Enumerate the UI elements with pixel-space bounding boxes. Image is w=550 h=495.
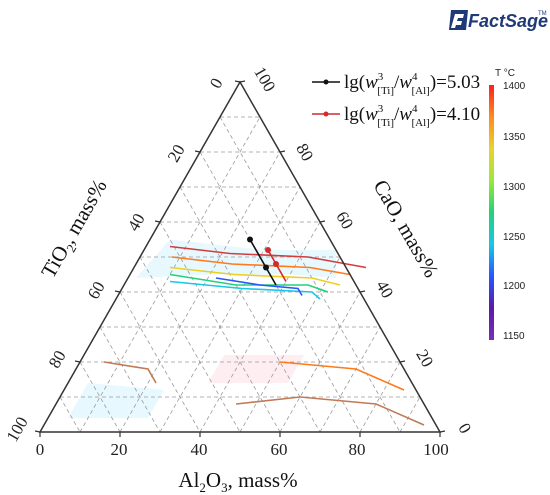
right-axis-title: CaO, mass% — [369, 176, 444, 282]
legend-marker-1 — [323, 79, 329, 85]
isotherm-7 — [103, 361, 157, 384]
series-1-point-1 — [247, 236, 253, 243]
bottom-axis-title: Al2O3, mass% — [178, 468, 297, 495]
bottom-tick-100: 100 — [423, 440, 449, 459]
isotherm-9 — [235, 396, 425, 426]
tick-left-60 — [154, 220, 161, 223]
logo-text: FactSage — [468, 11, 548, 31]
tick-right-80 — [279, 150, 286, 153]
gridlines — [59, 116, 421, 433]
isotherm-5 — [169, 280, 321, 300]
isotherm-contours — [103, 245, 425, 426]
grid-tio2-70 — [99, 326, 161, 433]
tick-right-20 — [399, 360, 406, 363]
grid-tio2-40 — [159, 221, 281, 433]
bottom-tick-60: 60 — [271, 440, 288, 459]
grid-tio2-10 — [219, 116, 401, 433]
series-2-point-1 — [265, 247, 271, 253]
isotherm-6 — [215, 277, 303, 296]
legend-entry-1: lg(w3 [Ti]/w4 [Al])=5.03 — [312, 71, 480, 97]
triangle-border — [38, 80, 442, 433]
factsage-icon — [449, 10, 468, 30]
legend: lg(w3 [Ti]/w4 [Al])=5.03 lg(w3 [Ti]/w4 [Al])… — [312, 71, 480, 129]
bottom-tick-80: 80 — [349, 440, 366, 459]
colorbar-tick-1250: 1250 — [503, 232, 526, 243]
legend-label-1: lg(w3 [Ti]/w4 [Al])=5.03 — [344, 71, 480, 97]
series-1-point-2 — [263, 264, 269, 271]
tie-lines — [247, 236, 287, 286]
triangle-plot-area — [34, 80, 446, 437]
grid-tio2-60 — [119, 291, 201, 433]
tick-marks — [34, 80, 446, 437]
grid-al2o3-10 — [79, 116, 261, 433]
left-tick-100: 100 — [3, 413, 32, 445]
bottom-tick-20: 20 — [111, 440, 128, 459]
colorbar-tick-1150: 1150 — [503, 331, 525, 342]
left-tick-20: 20 — [164, 141, 189, 165]
legend-label-2: lg(w3 [Ti]/w4 [Al])=4.10 — [344, 103, 480, 129]
right-tick-60: 60 — [332, 208, 357, 232]
right-tick-80: 80 — [292, 140, 317, 164]
grid-al2o3-40 — [199, 221, 321, 433]
right-tick-100: 100 — [250, 63, 279, 95]
tick-left-20 — [74, 360, 81, 363]
legend-entry-2: lg(w3 [Ti]/w4 [Al])=4.10 — [312, 103, 480, 129]
isotherm-8 — [279, 361, 405, 391]
right-tick-20: 20 — [412, 346, 437, 370]
colorbar-tick-1350: 1350 — [503, 132, 526, 143]
right-tick-0: 0 — [454, 420, 475, 437]
grid-al2o3-60 — [279, 291, 361, 433]
tick-left-80 — [194, 150, 201, 153]
isotherm-4 — [169, 273, 329, 293]
tick-right-40 — [359, 290, 366, 293]
colorbar-tick-1400: 1400 — [503, 81, 526, 92]
grid-al2o3-50 — [239, 256, 341, 433]
colorbar-tick-1300: 1300 — [503, 182, 526, 193]
legend-marker-2 — [323, 111, 329, 117]
tick-left-0 — [34, 430, 41, 433]
tick-right-60 — [319, 220, 326, 223]
grid-tio2-30 — [179, 186, 321, 433]
tick-right-0 — [439, 430, 446, 433]
grid-al2o3-90 — [399, 396, 421, 433]
colorbar-title: T °C — [495, 68, 515, 79]
tick-left-100 — [234, 80, 241, 83]
left-tick-0: 0 — [206, 75, 227, 92]
tick-right-100 — [239, 80, 246, 83]
liquidus-region-lower-left — [68, 383, 164, 418]
right-tick-40: 40 — [372, 277, 397, 301]
isotherm-2 — [171, 256, 351, 276]
bottom-tick-40: 40 — [191, 440, 208, 459]
isotherm-3 — [169, 266, 341, 286]
left-tick-80: 80 — [45, 347, 70, 371]
bottom-axis-ticks: 0 20 40 60 80 100 — [36, 440, 449, 459]
series-2-point-2 — [273, 261, 279, 267]
isotherm-1 — [169, 245, 367, 269]
colorbar-gradient — [489, 85, 494, 340]
bottom-tick-0: 0 — [36, 440, 45, 459]
left-tick-40: 40 — [124, 210, 149, 234]
liquidus-region-upper — [136, 239, 336, 278]
temperature-colorbar: T °C 1400 1350 1300 1250 1200 1150 — [489, 68, 526, 342]
logo-trademark: TM — [538, 11, 547, 17]
grid-al2o3-30 — [159, 186, 301, 433]
grid-al2o3-70 — [319, 326, 381, 433]
left-axis-title: TiO2, mass% — [36, 175, 114, 283]
factsage-logo: FactSage TM — [449, 10, 548, 31]
grid-tio2-50 — [139, 256, 241, 433]
colorbar-tick-1200: 1200 — [503, 281, 526, 292]
tick-left-40 — [114, 290, 121, 293]
left-tick-60: 60 — [84, 278, 109, 302]
